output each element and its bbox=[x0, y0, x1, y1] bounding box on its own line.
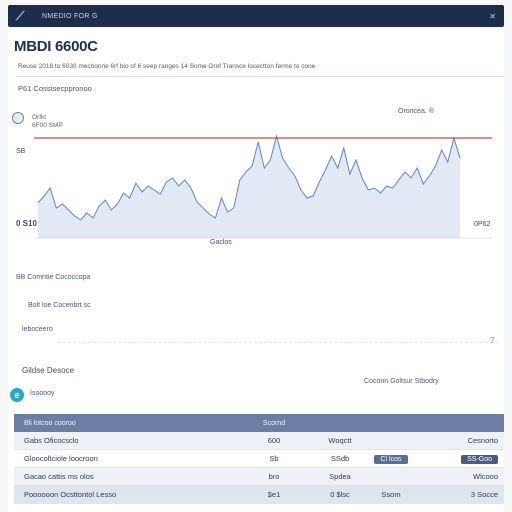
table-row[interactable]: Gacao cattis ms olos bro Spdea Wlcooo bbox=[14, 468, 504, 486]
table-cell: 3 Socce bbox=[470, 490, 498, 499]
table-cell: 0 $lsc bbox=[330, 490, 350, 499]
table-row[interactable]: Gabs Oficocsclo 600 Woqctt Cesnorto bbox=[14, 432, 504, 450]
alert-text: Isooooy bbox=[30, 390, 55, 397]
table-cell: Poooooon Ocsttontol Lesso bbox=[24, 490, 117, 499]
table-cell: Gabs Oficocsclo bbox=[24, 436, 79, 445]
series-area bbox=[38, 136, 460, 238]
control-row-1[interactable]: BB Comntie Cococcopa bbox=[16, 274, 91, 281]
table-cell: Gloocoltciole loocroon bbox=[24, 454, 98, 463]
help-icon[interactable]: ? bbox=[490, 336, 495, 345]
data-table: Bli lotcoo cooroo Scornd Gabs Oficocsclo… bbox=[14, 414, 504, 504]
close-icon[interactable]: ✕ bbox=[489, 11, 496, 21]
table-header-cell[interactable]: Bli lotcoo cooroo bbox=[24, 419, 76, 427]
table-header-cell[interactable]: Scornd bbox=[262, 419, 286, 427]
divider bbox=[16, 76, 504, 77]
status-pill: Cl lcos bbox=[374, 454, 408, 464]
table-cell: Ssom bbox=[381, 490, 401, 499]
legend-entry-b: 6F00 SMP bbox=[32, 122, 63, 129]
table-cell: Spdea bbox=[329, 472, 351, 481]
page-title: MBDI 6600C bbox=[14, 38, 98, 55]
bottom-center-label: Gaclos bbox=[210, 239, 232, 246]
dashed-divider bbox=[58, 342, 498, 343]
chart-logo-icon: ⟋ bbox=[16, 9, 25, 23]
left-bottom-tick: 0 S10 bbox=[16, 219, 37, 228]
table-cell: 600 bbox=[267, 436, 281, 445]
alert-info-icon: e bbox=[10, 388, 24, 402]
table-cell: Woqctt bbox=[328, 436, 352, 445]
right-bottom-tick: 0P62 bbox=[474, 221, 490, 228]
table-cell: $e1 bbox=[267, 490, 281, 499]
info-icon[interactable] bbox=[12, 112, 24, 124]
left-top-tick: SB bbox=[16, 148, 26, 155]
status-pill: SS-Goo bbox=[461, 454, 498, 464]
table-cell: Sb bbox=[269, 454, 279, 463]
alert-title: Gildse Desoce bbox=[22, 366, 75, 375]
main-panel: MBDI 6600C Reuse 2018 to 6030 mechonne 6… bbox=[8, 28, 504, 512]
table-row[interactable]: Poooooon Ocsttontol Lesso $e1 0 $lsc Sso… bbox=[14, 486, 504, 504]
chart-area-group bbox=[37, 134, 461, 238]
table-cell: Gacao cattis ms olos bbox=[24, 472, 94, 481]
window-title: NMEDIO FOR G bbox=[42, 12, 98, 20]
table-cell: bro bbox=[268, 472, 280, 481]
section-label: P61 Cosstsecppronoo bbox=[18, 84, 92, 93]
table-cell: Wlcooo bbox=[472, 472, 498, 481]
status-badge: SS-Goo bbox=[416, 454, 504, 464]
alert-right-label: Coconn Goltsur Stbodry bbox=[364, 378, 439, 385]
series-line bbox=[37, 134, 461, 221]
status-badge: Cl lcos bbox=[366, 454, 416, 464]
legend-entry-a: Orfkt bbox=[32, 114, 47, 121]
control-row-2[interactable]: Bolt loe Cocenbrt sc bbox=[28, 302, 91, 309]
table-row[interactable]: Gloocoltciole loocroon Sb SSdb Cl lcos S… bbox=[14, 450, 504, 468]
price-chart: SB 0 S10 0P62 Gaclos bbox=[16, 134, 492, 246]
title-bar: ⟋ NMEDIO FOR G ✕ bbox=[8, 5, 504, 27]
chart-top-right-label: Oroncea. ® bbox=[398, 108, 434, 115]
table-header: Bli lotcoo cooroo Scornd bbox=[14, 414, 504, 432]
table-cell: Cesnorto bbox=[467, 436, 498, 445]
control-row-3[interactable]: leboceero bbox=[22, 326, 53, 333]
table-cell: SSdb bbox=[330, 454, 350, 463]
page-subtitle: Reuse 2018 to 6030 mechonne 6rf bio of 6… bbox=[18, 63, 316, 70]
